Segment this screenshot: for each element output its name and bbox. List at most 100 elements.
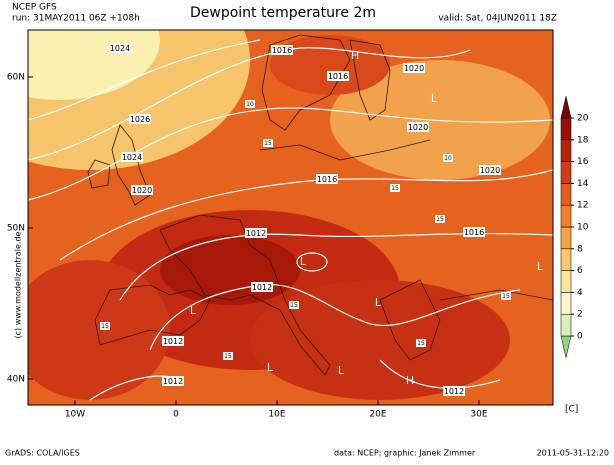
colorbar-segment: [560, 183, 572, 206]
isobar-label: 1020: [132, 186, 152, 195]
colorbar-label: 0: [577, 332, 583, 342]
colorbar-segment: [560, 204, 572, 228]
isobar-label: 1016: [272, 46, 292, 55]
lon-label: 10W: [65, 410, 85, 420]
pressure-center: L: [300, 255, 307, 268]
isobar-label: 1016: [464, 228, 484, 237]
lon-label: 10E: [268, 410, 285, 420]
isobar-label-box: [245, 228, 267, 238]
lat-label: 50N: [7, 224, 25, 234]
pressure-center: H: [351, 49, 359, 62]
isobar-label: 1020: [480, 166, 500, 175]
contour-label-box: [289, 301, 299, 309]
isobar-label-box: [403, 63, 425, 73]
colorbar-label: 12: [577, 201, 588, 211]
isobar-label: 1016: [328, 72, 348, 81]
contour-label-box: [263, 139, 273, 147]
colorbar-label: 6: [577, 266, 583, 276]
map-area: 1024 1016 1016 1020 1026 1024 1020 1020 1020 1016…: [28, 30, 553, 405]
colorbar-label: 18: [577, 135, 589, 145]
contour-label: 15: [436, 216, 444, 223]
dry-region: [330, 60, 550, 180]
isobar-label: 1012: [444, 387, 464, 396]
moist-region: [250, 280, 510, 400]
footer-center: data: NCEP; graphic: Janek Zimmer: [334, 449, 476, 458]
colorbar-label: 4: [577, 288, 583, 298]
contour-label: 10: [246, 101, 254, 108]
isobar-label: 1016: [317, 175, 337, 184]
isobar-label-box: [407, 122, 429, 132]
isobar-label-box: [162, 376, 184, 386]
moist-region: [160, 235, 300, 305]
colorbar-segment: [560, 226, 572, 250]
isobar-label-box: [316, 174, 338, 184]
colorbar-label: 2: [577, 310, 583, 320]
lon-label: 0: [173, 410, 179, 420]
lat-label: 40N: [7, 375, 25, 385]
isobar-label: 1012: [252, 283, 272, 292]
isobar-label: 1020: [408, 123, 428, 132]
isobar-label-box: [443, 386, 465, 396]
colorbar-segment: [560, 313, 572, 337]
colorbar-label: 8: [577, 244, 583, 254]
run-info: run: 31MAY2011 06Z +108h: [12, 14, 140, 24]
isobar-label-box: [129, 114, 151, 124]
copyright: (c) www.modellzentrale.de: [14, 231, 23, 338]
colorbar-segment: [560, 292, 572, 315]
contour-label-box: [223, 352, 233, 360]
contour-label: 15: [290, 302, 298, 309]
pressure-center: L: [190, 304, 197, 317]
colorbar-high-arrow: [560, 96, 572, 119]
isobar-label: 1012: [163, 337, 183, 346]
isobar-label-box: [131, 185, 153, 195]
isobar-label-box: [271, 45, 293, 55]
valid-time: valid: Sat, 04JUN2011 18Z: [438, 14, 557, 24]
contour-label: 15: [417, 340, 425, 347]
contour-label-box: [100, 322, 110, 330]
contour-label-box: [245, 100, 255, 108]
contour-label: 15: [264, 140, 272, 147]
isobar-label: 1026: [130, 115, 150, 124]
isobar-label-box: [162, 336, 184, 346]
lon-label: 20E: [369, 410, 386, 420]
colorbar-segment: [560, 161, 572, 184]
contour-label: 10: [444, 155, 452, 162]
lat-label: 60N: [7, 73, 25, 83]
contour-label-box: [390, 184, 400, 192]
contour-label: 15: [224, 353, 232, 360]
colorbar-segment: [560, 248, 572, 271]
isobar-label: 1012: [246, 229, 266, 238]
isobar-label-box: [121, 152, 143, 162]
isobar-label-box: [479, 165, 501, 175]
isobar-label: 1024: [110, 44, 130, 53]
model-name: NCEP GFS: [12, 3, 57, 13]
map-frame: [27, 29, 554, 406]
colorbar-label: 16: [577, 157, 589, 167]
moist-region: [28, 260, 170, 400]
colorbar-low-arrow: [560, 335, 572, 358]
lon-label: 30E: [470, 410, 487, 420]
pressure-center: L: [267, 361, 274, 374]
contour-label-box: [501, 292, 511, 300]
isobar-label-box: [327, 71, 349, 81]
pressure-center: L: [537, 260, 544, 273]
pressure-center: L: [375, 296, 382, 309]
pressure-center: H: [406, 374, 414, 387]
pressure-center: L: [431, 92, 438, 105]
footer-right: 2011-05-31-12:20: [537, 449, 609, 458]
colorbar-unit: [C]: [565, 405, 578, 415]
footer-left: GrADS: COLA/IGES: [5, 449, 80, 458]
isobar-label-box: [251, 282, 273, 292]
moist-region: [270, 35, 390, 95]
colorbar-segment: [560, 117, 572, 141]
isobar-label: 1024: [122, 153, 142, 162]
isobar-label-box: [463, 227, 485, 237]
colorbar-label: 20: [577, 114, 589, 124]
contour-label: 15: [391, 185, 399, 192]
isobar-label: 1012: [163, 377, 183, 386]
colorbar-label: 14: [577, 179, 589, 189]
map-title: Dewpoint temperature 2m: [190, 5, 376, 21]
colorbar-segment: [560, 139, 572, 162]
colorbar-segment: [560, 270, 572, 293]
